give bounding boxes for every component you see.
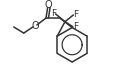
Text: O: O (45, 0, 52, 10)
Text: F: F (51, 9, 56, 18)
Text: F: F (73, 10, 78, 19)
Text: O: O (31, 21, 39, 31)
Text: F: F (73, 22, 78, 31)
